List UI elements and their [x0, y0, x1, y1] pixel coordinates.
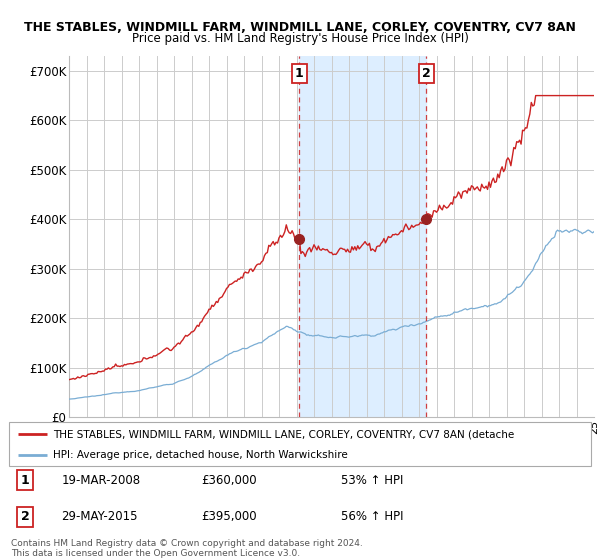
Text: THE STABLES, WINDMILL FARM, WINDMILL LANE, CORLEY, COVENTRY, CV7 8AN: THE STABLES, WINDMILL FARM, WINDMILL LAN… [24, 21, 576, 34]
Text: £395,000: £395,000 [201, 510, 257, 523]
Text: 19-MAR-2008: 19-MAR-2008 [61, 474, 140, 487]
Text: 29-MAY-2015: 29-MAY-2015 [61, 510, 138, 523]
Text: 56% ↑ HPI: 56% ↑ HPI [341, 510, 403, 523]
Text: 2: 2 [20, 510, 29, 523]
Text: 1: 1 [20, 474, 29, 487]
Bar [299, 56, 426, 417]
Text: £360,000: £360,000 [201, 474, 257, 487]
Text: Contains HM Land Registry data © Crown copyright and database right 2024.
This d: Contains HM Land Registry data © Crown c… [11, 539, 362, 558]
Text: 53% ↑ HPI: 53% ↑ HPI [341, 474, 403, 487]
FancyBboxPatch shape [9, 422, 591, 466]
Text: 2: 2 [422, 67, 431, 80]
Text: THE STABLES, WINDMILL FARM, WINDMILL LANE, CORLEY, COVENTRY, CV7 8AN (detache: THE STABLES, WINDMILL FARM, WINDMILL LAN… [53, 430, 514, 440]
Text: Price paid vs. HM Land Registry's House Price Index (HPI): Price paid vs. HM Land Registry's House … [131, 32, 469, 45]
Text: HPI: Average price, detached house, North Warwickshire: HPI: Average price, detached house, Nort… [53, 450, 347, 460]
Text: 1: 1 [295, 67, 304, 80]
